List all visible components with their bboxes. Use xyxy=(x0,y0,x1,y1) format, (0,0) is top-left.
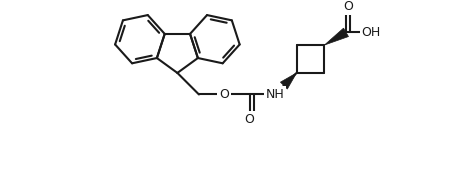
Text: NH: NH xyxy=(265,88,284,101)
Polygon shape xyxy=(280,73,296,89)
Text: O: O xyxy=(342,1,352,14)
Polygon shape xyxy=(324,28,348,45)
Text: O: O xyxy=(244,113,254,126)
Text: O: O xyxy=(219,88,229,101)
Text: OH: OH xyxy=(361,26,380,39)
